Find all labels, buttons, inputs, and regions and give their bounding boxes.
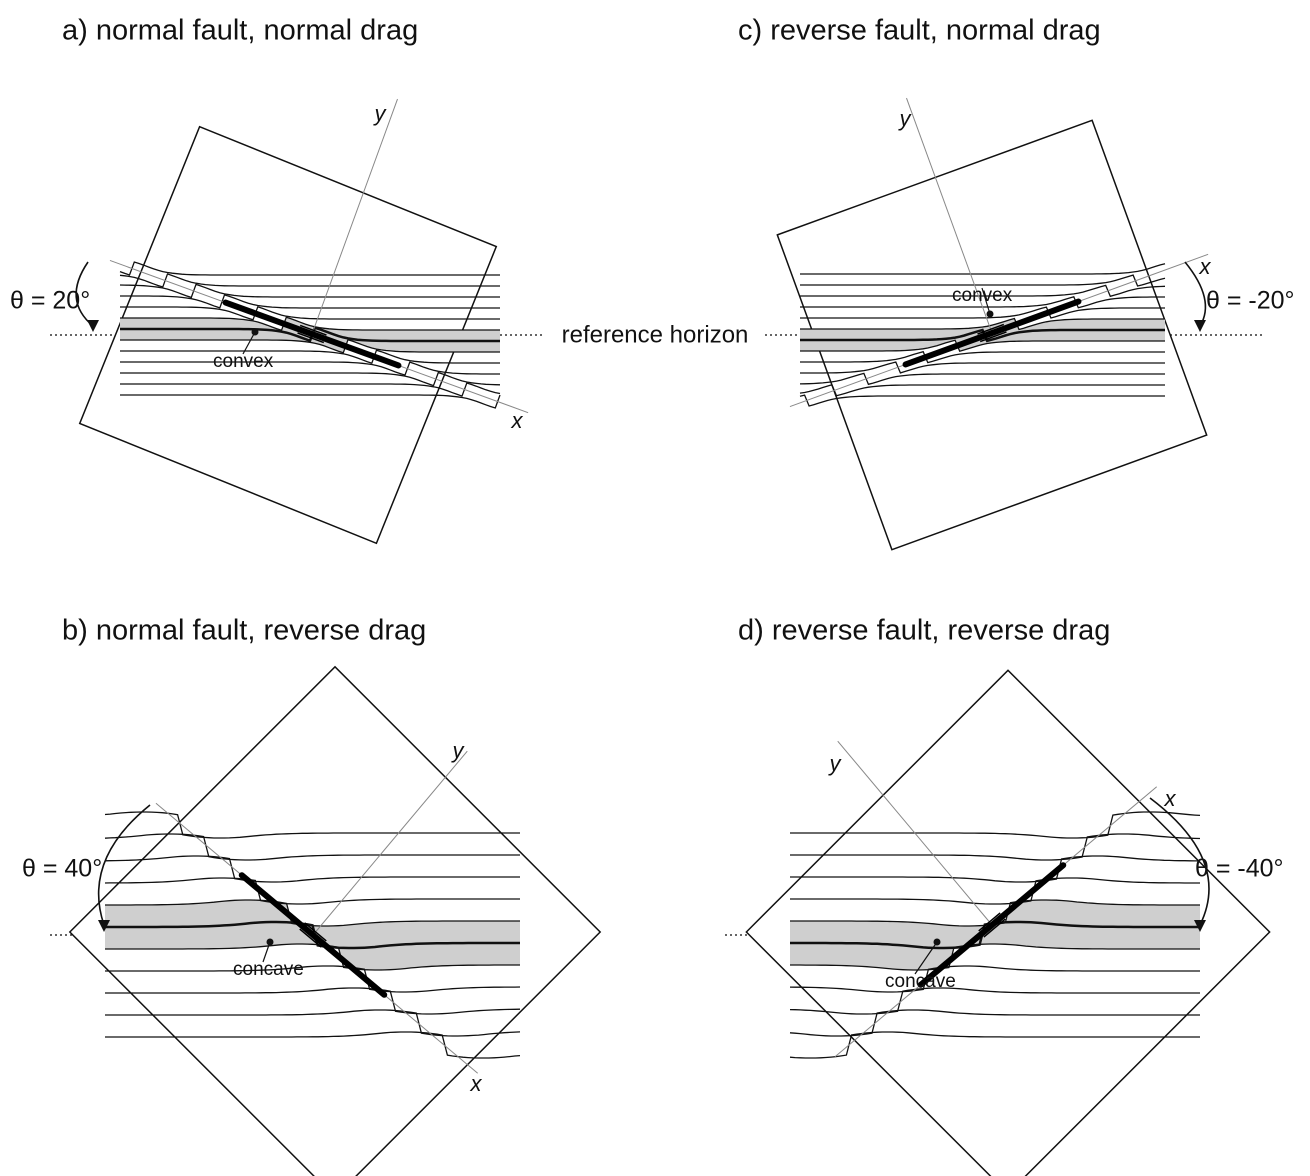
- angle-label: θ = 20°: [10, 287, 90, 315]
- y-axis-label: y: [898, 106, 913, 131]
- x-axis-label: x: [1199, 254, 1212, 279]
- panel-title: a) normal fault, normal drag: [62, 15, 418, 47]
- y-axis-label: y: [451, 738, 466, 763]
- reference-label: reference horizon: [562, 321, 749, 348]
- panel-title: c) reverse fault, normal drag: [738, 15, 1101, 47]
- figure: reference horizon convex a) normal fault,…: [0, 0, 1310, 1176]
- angle-label: θ = 40°: [22, 855, 102, 883]
- curvature-label: convex: [213, 351, 274, 372]
- leader-head: [267, 939, 274, 946]
- curvature-label: concave: [885, 971, 956, 992]
- x-axis-label: x: [511, 408, 524, 433]
- curvature-label: convex: [952, 285, 1013, 306]
- angle-label: θ = -20°: [1206, 287, 1295, 315]
- x-axis-label: x: [470, 1071, 483, 1096]
- leader-head: [252, 329, 259, 336]
- y-axis-label: y: [373, 101, 388, 126]
- leader-head: [934, 939, 941, 946]
- panel-title: b) normal fault, reverse drag: [62, 615, 426, 647]
- curvature-label: concave: [233, 959, 304, 980]
- x-axis-label: x: [1164, 786, 1177, 811]
- panel-title: d) reverse fault, reverse drag: [738, 615, 1110, 647]
- y-axis-label: y: [828, 751, 843, 776]
- leader-head: [987, 311, 994, 318]
- arrow-head: [87, 320, 99, 332]
- angle-label: θ = -40°: [1195, 855, 1284, 883]
- arrow-head: [1194, 320, 1206, 332]
